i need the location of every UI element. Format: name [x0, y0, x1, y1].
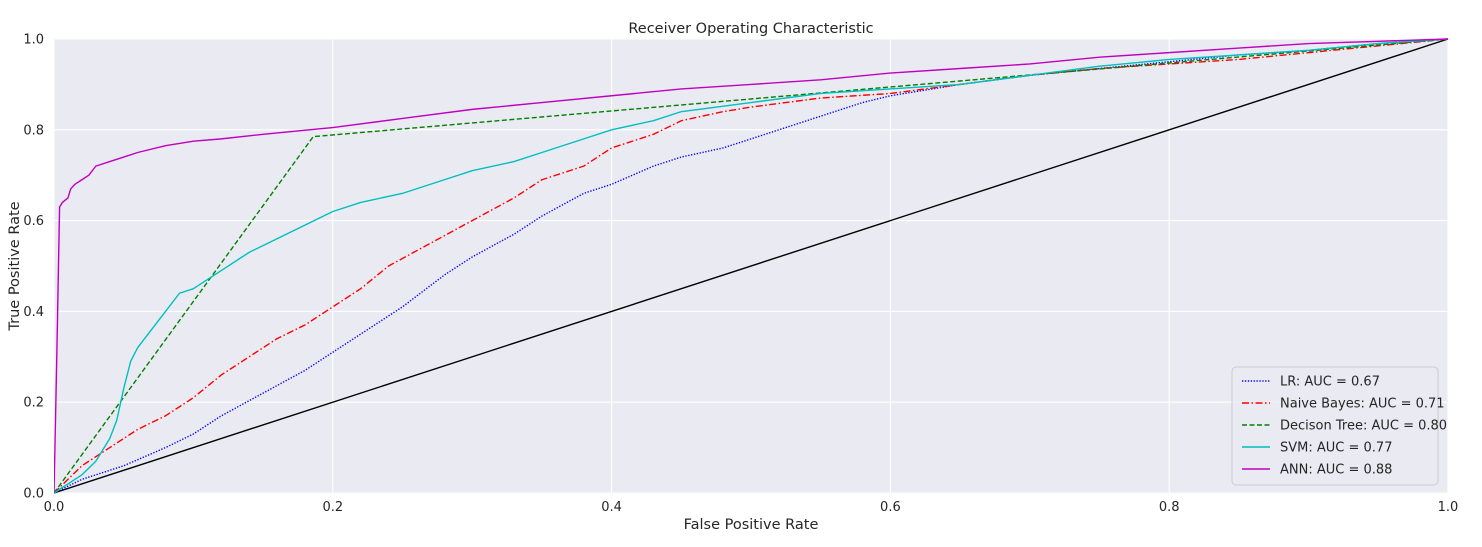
- series-line-2: [54, 38, 1449, 494]
- chart-title: Receiver Operating Characteristic: [628, 21, 873, 37]
- y-tick-label: 0.0: [23, 487, 44, 502]
- x-tick-label: 0.4: [601, 500, 622, 515]
- y-tick-label: 0.6: [23, 214, 44, 229]
- x-tick-label: 0.8: [1159, 500, 1180, 515]
- x-tick-label: 0.6: [880, 500, 901, 515]
- series-line-0: [54, 38, 1449, 494]
- legend-entry-label: LR: AUC = 0.67: [1280, 375, 1380, 390]
- y-tick-label: 0.2: [23, 396, 44, 411]
- legend-entry-label: Decison Tree: AUC = 0.80: [1280, 419, 1447, 434]
- y-axis-ticks: 0.0 0.2 0.4 0.6 0.8 1.0: [23, 33, 44, 502]
- series-line-baseline: [54, 38, 1449, 494]
- series-group: [54, 38, 1449, 494]
- grid-lines: [53, 38, 1449, 494]
- legend-entry-label: Naive Bayes: AUC = 0.71: [1280, 397, 1445, 412]
- x-axis-ticks: 0.0 0.2 0.4 0.6 0.8 1.0: [44, 500, 1459, 515]
- y-tick-label: 0.4: [23, 305, 44, 320]
- legend: LR: AUC = 0.67 Naive Bayes: AUC = 0.71 Dec…: [1231, 366, 1447, 486]
- series-line-3: [54, 38, 1449, 494]
- legend-frame: [1231, 366, 1439, 486]
- series-line-4: [54, 38, 1449, 494]
- y-tick-label: 1.0: [23, 33, 44, 48]
- x-tick-label: 1.0: [1438, 500, 1459, 515]
- legend-entry-label: ANN: AUC = 0.88: [1280, 463, 1392, 478]
- series-line-1: [54, 38, 1449, 494]
- x-axis-label: False Positive Rate: [684, 517, 819, 533]
- y-tick-label: 0.8: [23, 123, 44, 138]
- x-tick-label: 0.0: [44, 500, 65, 515]
- x-tick-label: 0.2: [322, 500, 343, 515]
- y-axis-label: True Positive Rate: [7, 201, 23, 331]
- legend-entry-label: SVM: AUC = 0.77: [1280, 441, 1392, 456]
